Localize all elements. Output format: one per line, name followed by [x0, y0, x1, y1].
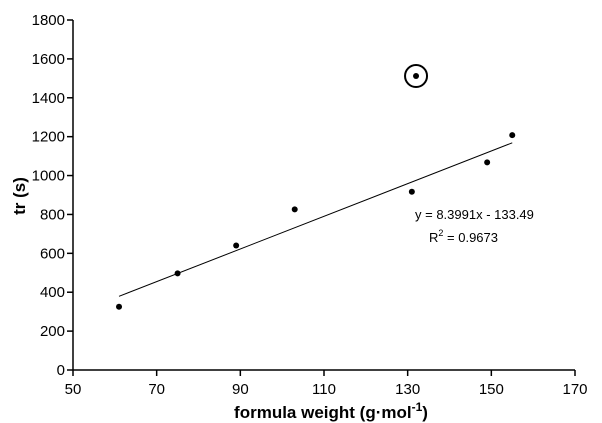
r-squared-value: = 0.9673	[443, 230, 498, 245]
y-axis-ticks: 0 200 400 600 800 1000 1200 1400 1600 1800	[32, 12, 73, 379]
y-tick-label: 1800	[32, 12, 65, 29]
r-squared-label: R2 = 0.9673	[429, 228, 498, 245]
y-tick-label: 600	[40, 245, 65, 262]
x-tick-label: 130	[395, 381, 420, 398]
x-tick-label: 90	[232, 381, 249, 398]
y-tick-label: 1400	[32, 90, 65, 107]
x-axis-title-end: )	[422, 403, 428, 422]
x-tick-label: 50	[65, 381, 82, 398]
r-squared-symbol: R	[429, 230, 438, 245]
r-squared-superscript: 2	[438, 228, 443, 238]
outlier-circle	[404, 64, 429, 88]
x-axis-title: formula weight (g·mol-1)	[234, 400, 428, 422]
y-tick-label: 1200	[32, 129, 65, 146]
y-tick-label: 200	[40, 323, 65, 340]
equation-label: y = 8.3991x - 133.49	[415, 207, 534, 222]
y-tick-label: 800	[40, 206, 65, 223]
y-axis-title: tr (s)	[10, 177, 29, 215]
x-tick-label: 70	[148, 381, 165, 398]
trendline	[118, 142, 513, 297]
x-axis-ticks: 50 70 90 110 130 150 170	[65, 370, 588, 398]
y-tick-label: 1000	[32, 168, 65, 185]
x-tick-label: 110	[312, 381, 336, 398]
data-point	[484, 159, 491, 166]
data-point	[174, 270, 181, 277]
x-tick-label: 170	[562, 381, 587, 398]
data-point	[408, 188, 415, 195]
y-tick-label: 0	[57, 362, 65, 379]
data-point	[509, 132, 516, 139]
x-axis-title-main: formula weight (g·mol	[234, 403, 412, 422]
data-point	[116, 303, 123, 310]
y-tick-label: 400	[40, 284, 65, 301]
x-tick-label: 150	[479, 381, 504, 398]
x-axis-title-superscript: -1	[412, 400, 423, 414]
outlier-point	[413, 73, 420, 79]
data-point	[291, 206, 298, 213]
data-points	[116, 132, 516, 310]
y-tick-label: 1600	[32, 51, 65, 68]
data-point	[233, 242, 240, 249]
